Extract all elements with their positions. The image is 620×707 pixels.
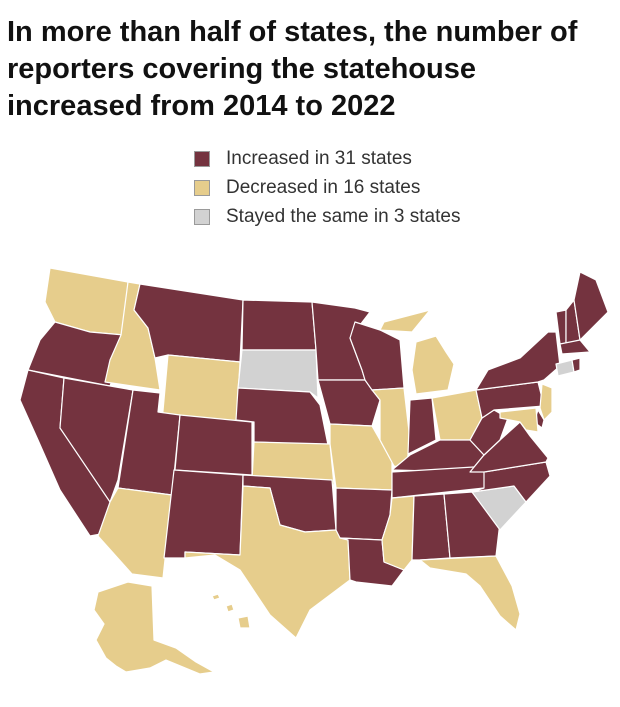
- state-vt: [555, 309, 567, 345]
- state-mi: [379, 309, 455, 395]
- state-ak: [93, 581, 215, 675]
- state-ia: [317, 379, 381, 427]
- state-ny: [475, 331, 561, 391]
- legend-label-decreased: Decreased in 16 states: [226, 176, 421, 198]
- state-me: [573, 271, 609, 341]
- legend-label-same: Stayed the same in 3 states: [226, 205, 461, 227]
- state-nv: [59, 377, 134, 503]
- legend-label-increased: Increased in 31 states: [226, 147, 412, 169]
- state-nm: [163, 469, 244, 559]
- legend-item-decreased: Decreased in 16 states: [194, 173, 460, 202]
- state-fl: [419, 555, 521, 631]
- state-nc: [471, 461, 551, 503]
- state-md: [499, 407, 539, 433]
- state-tx: [184, 485, 351, 639]
- legend-item-increased: Increased in 31 states: [194, 144, 460, 173]
- state-nj: [539, 383, 553, 421]
- legend-item-same: Stayed the same in 3 states: [194, 202, 460, 231]
- legend: Increased in 31 states Decreased in 16 s…: [194, 144, 460, 231]
- state-al: [411, 493, 451, 561]
- state-hi: [211, 593, 251, 629]
- state-ar: [335, 487, 393, 541]
- state-in: [407, 397, 437, 455]
- legend-swatch-increased: [194, 150, 210, 167]
- state-ri: [571, 357, 581, 373]
- state-co: [174, 414, 253, 476]
- legend-swatch-decreased: [194, 179, 210, 196]
- us-states-map: [19, 267, 609, 675]
- chart-title: In more than half of states, the number …: [7, 16, 578, 122]
- state-nd: [241, 299, 317, 351]
- state-sd: [237, 349, 319, 399]
- state-ma: [559, 339, 591, 355]
- state-ks: [251, 441, 335, 486]
- legend-swatch-same: [194, 208, 210, 225]
